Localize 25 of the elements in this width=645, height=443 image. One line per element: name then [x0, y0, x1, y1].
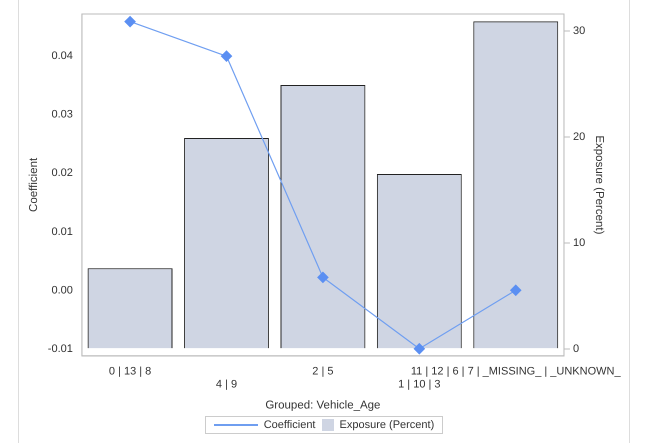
y2-axis-title: Exposure (Percent)	[592, 135, 605, 235]
point	[510, 284, 522, 296]
y-axis-title: Coefficient	[28, 157, 40, 212]
y-tick-label: -0.01	[48, 342, 73, 355]
y2-tick-label: 0	[572, 342, 580, 355]
point	[414, 343, 425, 354]
x-tick-label: 1 | 10 | 3	[398, 378, 441, 391]
y-tick-label: 0.03	[51, 108, 73, 121]
legend-label: Coefficient	[264, 419, 316, 431]
y2-tick-label: 10	[572, 236, 586, 249]
x-tick-label: 2 | 5	[312, 365, 334, 378]
point	[220, 50, 232, 62]
x-tick-label: 11 | 12 | 6 | 7 | _MISSING_ | _UNKNOWN_	[410, 365, 622, 378]
x-tick-label: 0 | 13 | 8	[108, 365, 152, 378]
y-tick-label: 0.02	[51, 167, 73, 180]
x-tick-label: 4 | 9	[216, 378, 238, 391]
legend-label: Exposure (Percent)	[340, 419, 434, 431]
y-tick-label: 0.00	[51, 284, 73, 296]
point	[317, 272, 329, 283]
y-tick-label: 0.01	[51, 226, 73, 238]
y-tick-label: 0.04	[51, 50, 73, 62]
y2-tick-label: 30	[572, 24, 586, 37]
y2-tick-label: 20	[572, 130, 586, 143]
point	[124, 16, 136, 28]
x-axis-title: Grouped: Vehicle_Age	[265, 399, 380, 412]
